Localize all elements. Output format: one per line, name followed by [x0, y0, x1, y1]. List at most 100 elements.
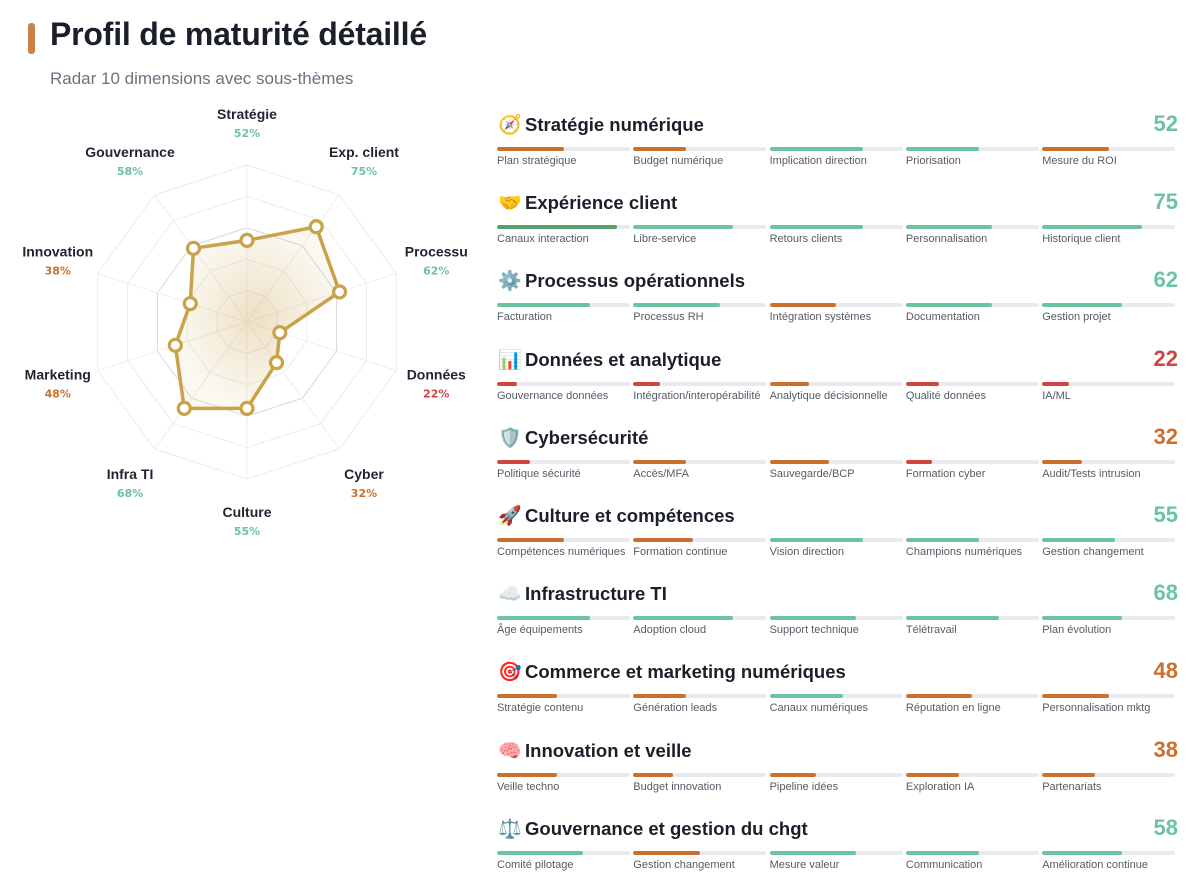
subtheme: Plan stratégique [497, 147, 630, 173]
subtheme-bar-fill [497, 147, 564, 151]
bar-chart-icon: 📊 [498, 348, 522, 371]
subtheme-bar-fill [1042, 459, 1083, 464]
subtheme-label: IA/ML [1042, 389, 1071, 402]
subtheme-label: Exploration IA [905, 780, 975, 793]
subtheme: Mesure valeur [769, 850, 903, 877]
subtheme-bar-track [769, 537, 903, 542]
subtheme: Veille techno [497, 772, 630, 799]
subtheme: Intégration systèmes [769, 303, 903, 329]
subtheme-bar-track [905, 694, 1039, 699]
subtheme-group: Facturation Processus RH Intégration systè… [497, 303, 1182, 329]
subtheme-label: Partenariats [1042, 780, 1102, 793]
subtheme-label: Intégration systèmes [769, 311, 872, 324]
dimension-header: 📊 Données et analytique 22 [497, 345, 1182, 379]
subtheme-label: Politique sécurité [497, 467, 581, 480]
subtheme: Vision direction [769, 537, 903, 564]
subtheme-label: Priorisation [905, 155, 961, 167]
subtheme-label: Personnalisation mktg [1042, 702, 1151, 715]
subtheme: Mesure du ROI [1042, 147, 1176, 173]
dimension-header: 🧠 Innovation et veille 38 [497, 736, 1182, 770]
subtheme-bar-track [633, 772, 767, 777]
subtheme-bar-fill [905, 537, 980, 542]
subtheme-group: Comité pilotage Gestion changement Mesure … [497, 850, 1182, 877]
dimension-score: 38 [1153, 736, 1178, 762]
subtheme-label: Mesure du ROI [1042, 155, 1117, 167]
subtheme-label: Budget numérique [633, 155, 724, 167]
subtheme-label: Mesure valeur [769, 858, 840, 871]
subtheme-bar-fill [769, 225, 863, 230]
dimension-header: 🧭 Stratégie numérique 52 [497, 110, 1182, 144]
radar-axis-label: Exp. client [329, 144, 399, 160]
subtheme-label: Stratégie contenu [497, 702, 584, 715]
dimension-header: ☁️ Infrastructure TI 68 [497, 579, 1182, 613]
subtheme-bar-fill [769, 850, 857, 855]
subtheme-bar-track [905, 381, 1039, 386]
subtheme-bar-fill [905, 694, 973, 699]
subtheme: Gestion projet [1042, 303, 1176, 329]
subtheme: Processus RH [633, 303, 767, 329]
subtheme-bar-fill [497, 537, 564, 542]
subtheme-bar-track [769, 381, 903, 386]
subtheme-bar-track [633, 147, 767, 151]
subtheme-bar-track [1042, 381, 1176, 386]
subtheme-bar-track [905, 303, 1039, 308]
subtheme-label: Pipeline idées [769, 780, 839, 793]
dimension-title: Culture et compétences [525, 504, 735, 526]
subtheme-label: Canaux interaction [497, 233, 589, 246]
subtheme-group: Canaux interaction Libre-service Retours c… [497, 225, 1182, 251]
subtheme: Gestion changement [1042, 537, 1176, 564]
subtheme: IA/ML [1042, 381, 1176, 408]
radar-value-label: 22% [423, 387, 449, 400]
subtheme: Gestion changement [633, 850, 767, 877]
dimension-row: ⚙️ Processus opérationnels 62 Facturation Pr… [497, 266, 1182, 344]
subtheme-bar-track [497, 537, 630, 542]
subtheme-bar-track [769, 303, 903, 308]
dimension-header: 🚀 Culture et compétences 55 [497, 501, 1182, 535]
subtheme-label: Documentation [905, 311, 980, 324]
radar-point [272, 325, 288, 341]
dimension-score: 58 [1153, 814, 1178, 840]
subtheme-group: Veille techno Budget innovation Pipeline i… [497, 772, 1182, 799]
subtheme-bar-fill [633, 381, 660, 386]
dimension-score: 32 [1153, 423, 1178, 449]
subtheme-label: Compétences numériques [497, 545, 626, 558]
dimension-score: 52 [1153, 111, 1178, 136]
dimension-title: Stratégie numérique [525, 114, 704, 135]
subtheme: Personnalisation [905, 225, 1039, 251]
subtheme-bar-fill [1042, 381, 1069, 386]
subtheme: Pipeline idées [769, 772, 903, 799]
dimension-header: 🤝 Expérience client 75 [497, 188, 1182, 222]
subtheme-label: Processus RH [633, 311, 704, 324]
subtheme-bar-fill [633, 225, 734, 230]
radar-point [331, 284, 348, 300]
subtheme-label: Accès/MFA [633, 467, 689, 480]
dimension-score: 75 [1153, 189, 1178, 215]
subtheme: Formation continue [633, 537, 767, 564]
subtheme-bar-fill [497, 459, 531, 464]
subtheme-label: Intégration/interopérabilité [633, 389, 761, 402]
dimension-title: Données et analytique [525, 348, 722, 370]
subtheme-bar-fill [1042, 147, 1109, 151]
subtheme-bar-fill [633, 772, 674, 777]
dimension-score: 22 [1153, 345, 1178, 371]
subtheme: Documentation [905, 303, 1039, 329]
radar-point [182, 295, 198, 312]
subtheme-bar-track [905, 459, 1039, 464]
subtheme-label: Sauvegarde/BCP [769, 467, 855, 480]
subtheme: Télétravail [905, 616, 1039, 642]
subtheme: Libre-service [633, 225, 767, 251]
compass-icon: 🧭 [498, 114, 522, 136]
radar-axis-label: Innovation [22, 244, 93, 260]
subtheme-label: Veille techno [497, 780, 560, 793]
subtheme-bar-track [769, 459, 903, 464]
subtheme-bar-track [769, 694, 903, 699]
subtheme-bar-track [905, 537, 1039, 542]
subtheme-bar-fill [905, 147, 980, 151]
dimension-row: 🎯 Commerce et marketing numériques 48 Strat… [497, 657, 1182, 735]
subtheme-bar-fill [769, 537, 863, 542]
subtheme-bar-fill [1042, 694, 1109, 699]
subtheme-label: Libre-service [633, 233, 697, 246]
radar-axis-label: Cyber [344, 466, 384, 482]
subtheme-label: Gestion projet [1042, 311, 1111, 324]
subtheme-bar-track [905, 772, 1039, 777]
